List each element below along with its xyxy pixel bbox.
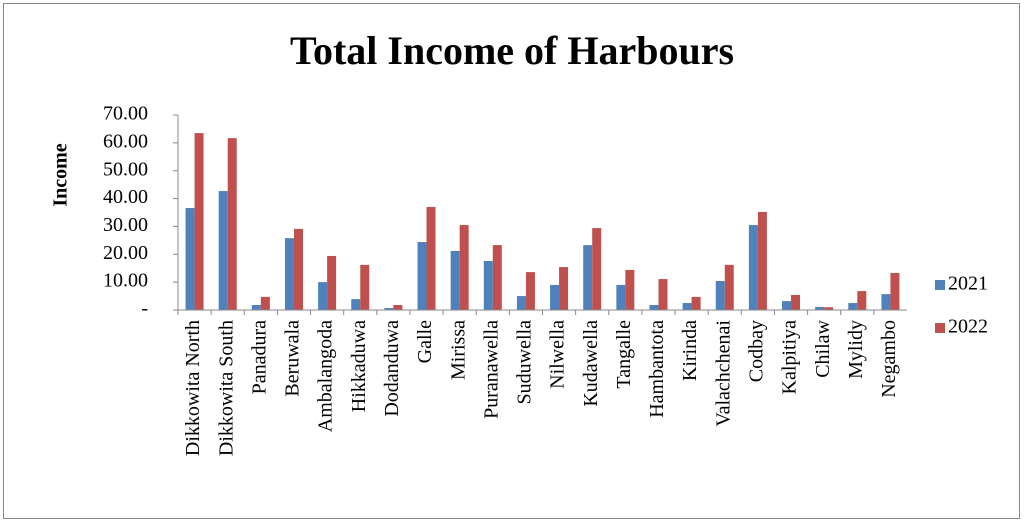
- bar: [649, 304, 659, 310]
- bar: [185, 208, 195, 310]
- bar: [782, 301, 792, 310]
- bar: [492, 245, 502, 310]
- x-tick-label: Suduwella: [514, 320, 536, 405]
- x-tick-label: Codbay: [745, 320, 767, 382]
- x-tick-label: Mirissa: [447, 320, 469, 380]
- bar: [691, 296, 701, 310]
- x-tick-label: Panadura: [248, 320, 270, 395]
- bar: [351, 299, 361, 310]
- y-tick-label: 20.00: [103, 242, 148, 264]
- x-tick-label: Beruwala: [282, 320, 304, 397]
- bar: [583, 245, 593, 310]
- x-tick-label: Kudawella: [580, 320, 602, 407]
- bar: [318, 282, 328, 310]
- x-tick-label: Kirinda: [679, 320, 701, 381]
- bar: [757, 211, 767, 310]
- bar: [857, 291, 867, 310]
- x-tick-label: Galle: [414, 320, 436, 363]
- legend-label: 2022: [948, 316, 988, 338]
- bar: [516, 296, 526, 310]
- y-tick-label: 60.00: [103, 130, 148, 152]
- y-tick-label: 10.00: [103, 270, 148, 292]
- x-tick-label: Tangalle: [613, 320, 635, 389]
- bar: [360, 264, 370, 310]
- bar: [194, 133, 204, 310]
- legend-label: 2021: [948, 273, 988, 295]
- bar: [824, 307, 834, 310]
- y-tick-label: 50.00: [103, 158, 148, 180]
- bar: [616, 284, 626, 310]
- y-tick-label: -: [141, 298, 148, 320]
- bar: [550, 284, 560, 310]
- bar: [293, 228, 303, 310]
- chart-frame: [3, 3, 1020, 519]
- x-tick-label: Nilwella: [547, 320, 569, 389]
- bar: [525, 272, 535, 310]
- y-tick-label: 30.00: [103, 214, 148, 236]
- x-tick-label: Chilaw: [812, 319, 834, 377]
- bar: [384, 308, 394, 310]
- bar: [559, 267, 569, 310]
- x-tick-label: Mylidy: [845, 320, 867, 379]
- legend-swatch: [935, 280, 945, 290]
- bar: [848, 303, 858, 310]
- y-tick-label: 70.00: [103, 103, 148, 125]
- chart-title: Total Income of Harbours: [290, 28, 734, 73]
- bar: [881, 294, 891, 310]
- bar: [483, 260, 493, 310]
- bar: [682, 303, 692, 310]
- bar: [227, 138, 237, 310]
- x-tick-label: Negambo: [878, 320, 900, 398]
- bar: [625, 269, 635, 310]
- x-tick-label: Dikkowita North: [182, 320, 204, 456]
- bar: [284, 238, 294, 310]
- x-tick-label: Puranawella: [480, 320, 502, 419]
- x-tick-label: Hambantota: [646, 320, 668, 418]
- bar: [715, 281, 725, 310]
- x-tick-label: Dikkowita South: [215, 320, 237, 456]
- bar: [218, 191, 228, 310]
- bar: [592, 228, 602, 310]
- x-tick-label: Dodanduwa: [381, 320, 403, 417]
- bar: [426, 206, 436, 310]
- x-tick-label: Kalpitiya: [779, 320, 801, 395]
- bar: [260, 296, 270, 310]
- x-tick-label: Hikkaduwa: [348, 320, 370, 412]
- legend-swatch: [935, 323, 945, 333]
- x-tick-label: Ambalangoda: [315, 320, 337, 432]
- y-axis-label: Income: [50, 143, 72, 206]
- bar: [791, 294, 801, 310]
- bar: [815, 306, 825, 310]
- x-tick-label: Valachchenai: [712, 320, 734, 427]
- bar: [450, 250, 460, 310]
- bar: [748, 225, 758, 310]
- bar: [251, 304, 261, 310]
- bar: [327, 255, 337, 310]
- bar: [658, 279, 668, 310]
- y-tick-label: 40.00: [103, 186, 148, 208]
- bar: [890, 272, 900, 310]
- bar: [393, 304, 403, 310]
- bar: [417, 242, 427, 310]
- bar: [724, 264, 734, 310]
- bar: [459, 225, 469, 310]
